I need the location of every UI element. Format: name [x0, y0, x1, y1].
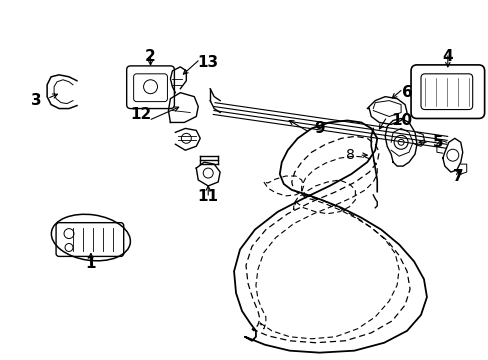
Text: 7: 7: [452, 169, 463, 184]
Text: 8: 8: [346, 148, 355, 162]
Text: 1: 1: [85, 256, 96, 271]
Text: 11: 11: [197, 189, 218, 204]
Text: 6: 6: [401, 85, 411, 100]
Text: 4: 4: [442, 49, 452, 64]
Text: 3: 3: [30, 93, 41, 108]
Text: 9: 9: [314, 121, 325, 136]
Text: 5: 5: [432, 135, 443, 150]
Text: 13: 13: [197, 55, 218, 70]
Text: 10: 10: [390, 113, 411, 127]
Text: 2: 2: [145, 49, 156, 64]
Text: 12: 12: [130, 107, 151, 122]
